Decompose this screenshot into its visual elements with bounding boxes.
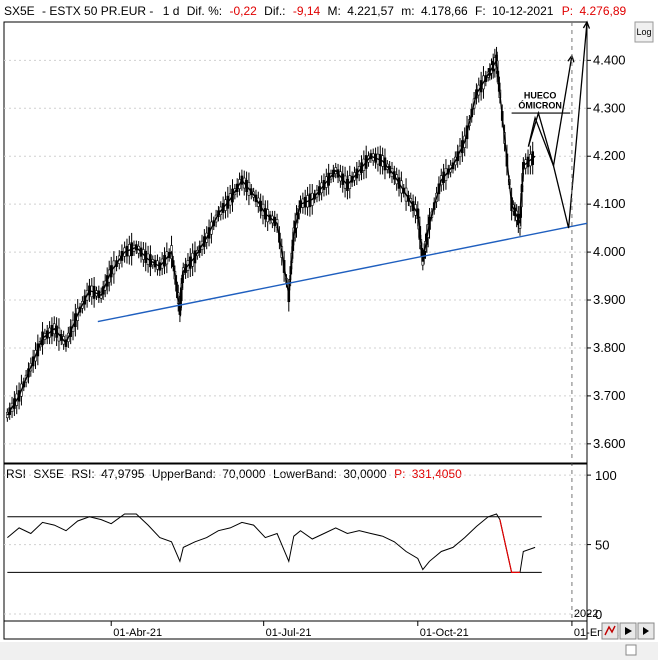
rsi-tick-label: 0 bbox=[595, 607, 602, 622]
rsi-p-value: 331,4050 bbox=[412, 467, 462, 481]
price-tick-label: 4.000 bbox=[593, 244, 626, 259]
rsi-tick-label: 50 bbox=[595, 538, 609, 553]
svg-text:SX5E - ESTX 50 PR.EUR -: SX5E - ESTX 50 PR.EUR - 1 d Dif. %: -0,2… bbox=[4, 4, 627, 18]
rsi-label: RSI bbox=[6, 467, 26, 481]
rsi-panel-frame bbox=[3, 463, 588, 622]
resize-grip-icon bbox=[625, 644, 637, 656]
header-dif-value: -9,14 bbox=[293, 4, 321, 18]
header-min-label: m: bbox=[401, 4, 414, 18]
svg-text:RSI SX5E RSI:: RSI SX5E RSI: 47,9795 UpperBand: 70,0000… bbox=[6, 467, 462, 481]
resize-grip[interactable] bbox=[625, 644, 637, 656]
scenario-arrows bbox=[527, 20, 591, 229]
price-tick-label: 4.100 bbox=[593, 196, 626, 211]
price-tick-label: 3.600 bbox=[593, 436, 626, 451]
rsi-upper-label: UpperBand: bbox=[152, 467, 216, 481]
rsi-value: 47,9795 bbox=[101, 467, 145, 481]
header-name: - ESTX 50 PR.EUR - bbox=[42, 4, 153, 18]
header-date-label: F: bbox=[475, 4, 486, 18]
header-dif-pct-label: Dif. %: bbox=[187, 4, 222, 18]
chart-style-icon bbox=[604, 625, 616, 636]
chart-style-button[interactable] bbox=[601, 622, 619, 640]
price-tick-label: 3.900 bbox=[593, 292, 626, 307]
x-axis-frame bbox=[3, 620, 588, 640]
header-min-value: 4.178,66 bbox=[421, 4, 468, 18]
price-tick-label: 4.300 bbox=[593, 100, 626, 115]
price-gridlines bbox=[4, 59, 587, 445]
rsi-tick-label: 100 bbox=[595, 468, 617, 483]
x-tick-label: 01-Abr-21 bbox=[113, 627, 162, 639]
rsi-oversold-segment bbox=[499, 519, 520, 573]
x-tick-label: 01-Oct-21 bbox=[420, 627, 469, 639]
annotation-label: HUECO bbox=[524, 91, 557, 101]
log-button[interactable]: Log bbox=[634, 21, 654, 43]
price-series-line bbox=[6, 58, 536, 416]
header-max-value: 4.221,57 bbox=[347, 4, 394, 18]
rsi-lower-label: LowerBand: bbox=[273, 467, 337, 481]
rsi-y-axis: 100 50 0 bbox=[587, 468, 617, 622]
x-axis: 01-Abr-21 01-Jul-21 01-Oct-21 01-Ene-2 bbox=[110, 621, 619, 639]
scroll-end-button[interactable] bbox=[637, 622, 655, 640]
header-period: 1 d bbox=[163, 4, 180, 18]
scenario-arrow-path bbox=[527, 55, 573, 169]
rsi-symbol: SX5E bbox=[33, 467, 64, 481]
header-date-value: 10-12-2021 bbox=[492, 4, 554, 18]
rsi-bands bbox=[7, 516, 542, 573]
price-tick-label: 3.700 bbox=[593, 388, 626, 403]
year-marker: 2022 bbox=[574, 608, 598, 620]
log-button-label: Log bbox=[636, 27, 651, 37]
header-symbol: SX5E bbox=[4, 4, 35, 18]
nav-right-button[interactable] bbox=[619, 622, 637, 640]
header-price-value: 4.276,89 bbox=[579, 4, 626, 18]
price-tick-label: 4.200 bbox=[593, 148, 626, 163]
rsi-header: RSI SX5E RSI: 47,9795 UpperBand: 70,0000… bbox=[6, 467, 462, 481]
header-dif-pct-value: -0,22 bbox=[229, 4, 257, 18]
price-tick-label: 3.800 bbox=[593, 340, 626, 355]
x-tick-label: 01-Jul-21 bbox=[266, 627, 312, 639]
price-tick-label: 4.400 bbox=[593, 52, 626, 67]
scenario-arrow-path bbox=[527, 21, 588, 229]
header-max-label: M: bbox=[328, 4, 341, 18]
rsi-value-label: RSI: bbox=[71, 467, 94, 481]
rsi-upper-value: 70,0000 bbox=[222, 467, 266, 481]
rsi-series-line bbox=[7, 513, 536, 573]
rsi-gridlines bbox=[4, 474, 587, 615]
end-icon bbox=[643, 627, 649, 635]
price-candles bbox=[6, 46, 535, 422]
price-header: SX5E - ESTX 50 PR.EUR - 1 d Dif. %: -0,2… bbox=[4, 4, 627, 18]
scenario-arrow-head bbox=[582, 20, 591, 29]
rsi-p-label: P: bbox=[394, 467, 405, 481]
status-bar bbox=[0, 642, 658, 660]
header-dif-label: Dif.: bbox=[264, 4, 285, 18]
annotation-label: ÓMICRON bbox=[518, 99, 562, 110]
year-marker-label: 2022 bbox=[574, 608, 598, 620]
play-icon bbox=[625, 627, 632, 635]
support-trendline bbox=[97, 222, 588, 323]
header-price-label: P: bbox=[562, 4, 573, 18]
rsi-lower-value: 30,0000 bbox=[343, 467, 387, 481]
price-y-axis: 4.400 4.300 4.200 4.100 4.000 3.900 3.800 3.700… bbox=[587, 52, 626, 451]
